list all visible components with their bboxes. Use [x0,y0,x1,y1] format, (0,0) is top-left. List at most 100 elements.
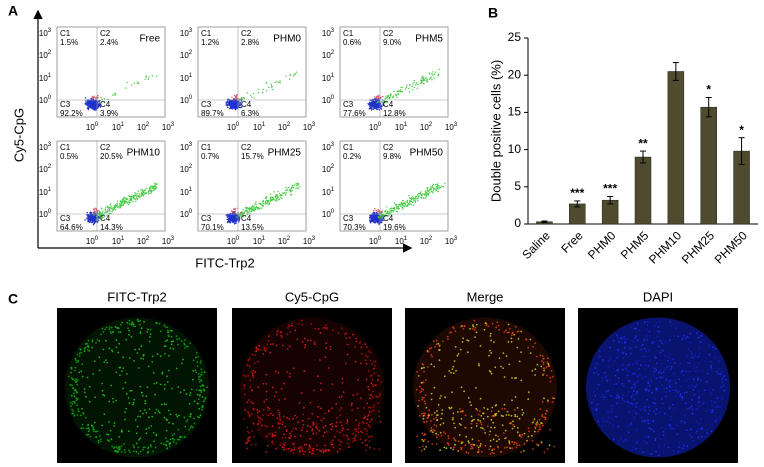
signal-dot [535,355,538,358]
signal-dot [280,387,283,390]
signal-dot [669,321,672,323]
signal-dot [330,443,333,446]
signal-dot [423,370,425,373]
signal-dot [307,425,309,427]
event-dot [386,206,388,208]
signal-dot [319,359,321,361]
event-dot [91,96,93,98]
event-dot [435,190,437,192]
signal-dot [276,329,279,332]
signal-dot [75,380,78,383]
sample-name: PHM50 [410,148,444,159]
signal-dot [180,340,183,342]
event-dot [396,90,398,93]
signal-dot [617,425,620,428]
tick-exp: 0 [236,236,240,242]
y-axis-label: Cy5-CpG [11,108,26,162]
signal-dot [333,435,336,438]
event-dot [413,200,415,202]
signal-dot [142,354,145,357]
image-title: DAPI [643,289,673,304]
signal-dot [534,374,537,376]
signal-dot [547,357,549,360]
signal-dot [422,389,425,391]
signal-dot [637,367,640,370]
signal-dot [663,387,666,390]
signal-dot [627,391,630,393]
event-dot [390,95,392,97]
event-dot [231,219,234,222]
event-dot [87,106,89,109]
signal-dot [70,371,72,374]
signal-dot [481,450,483,453]
signal-dot [260,419,263,421]
signal-dot [166,381,169,383]
quadrant-percent: 14.3% [100,223,123,232]
signal-dot [372,385,375,388]
signal-dot [258,419,260,422]
signal-dot [142,358,145,360]
signal-dot [84,343,87,345]
tick-base: 10 [180,143,189,152]
event-dot [289,74,292,76]
signal-dot [320,382,322,385]
signal-dot [691,412,694,415]
signal-dot [632,372,634,375]
signal-dot [672,408,675,411]
signal-dot [609,379,612,381]
signal-dot [189,413,192,416]
signal-dot [277,409,280,412]
signal-dot [166,440,169,443]
signal-dot [338,431,341,434]
signal-dot [248,415,251,417]
signal-dot [142,448,144,451]
signal-dot [363,417,365,420]
signal-dot [366,418,369,421]
tick-exp: 0 [95,236,99,242]
signal-dot [531,421,534,424]
signal-dot [423,397,425,399]
signal-dot [243,384,246,387]
signal-dot [697,336,700,339]
event-dot [396,210,399,213]
event-dot [95,217,97,219]
image-title: Merge [467,289,504,304]
signal-dot [677,446,680,449]
tick-exp: 2 [189,50,193,56]
event-dot [264,200,267,203]
event-dot [242,209,244,211]
event-dot [238,103,240,105]
signal-dot [440,434,443,437]
signal-dot [706,372,709,375]
signal-dot [655,387,658,390]
event-dot [403,202,405,204]
signal-dot [472,325,475,328]
signal-dot [303,406,305,409]
signal-dot [650,428,653,431]
signal-dot [288,345,291,348]
signal-dot [124,418,126,421]
signal-dot [611,408,614,411]
signal-dot [460,325,462,328]
signal-dot [313,389,315,392]
event-dot [430,186,432,188]
event-dot [116,202,118,204]
signal-dot [337,332,340,335]
event-dot [95,98,97,100]
signal-dot [148,340,151,343]
signal-dot [369,406,372,409]
event-dot [422,193,424,195]
signal-dot [454,443,456,446]
signal-dot [293,446,296,449]
signal-dot [630,395,633,398]
signal-dot [134,419,137,421]
signal-dot [608,359,610,362]
event-dot [424,197,427,199]
event-dot [262,199,265,202]
signal-dot [453,422,455,425]
signal-dot [80,370,83,373]
signal-dot [663,443,666,446]
signal-dot [278,416,281,418]
signal-dot [301,341,304,343]
event-dot [119,201,122,203]
